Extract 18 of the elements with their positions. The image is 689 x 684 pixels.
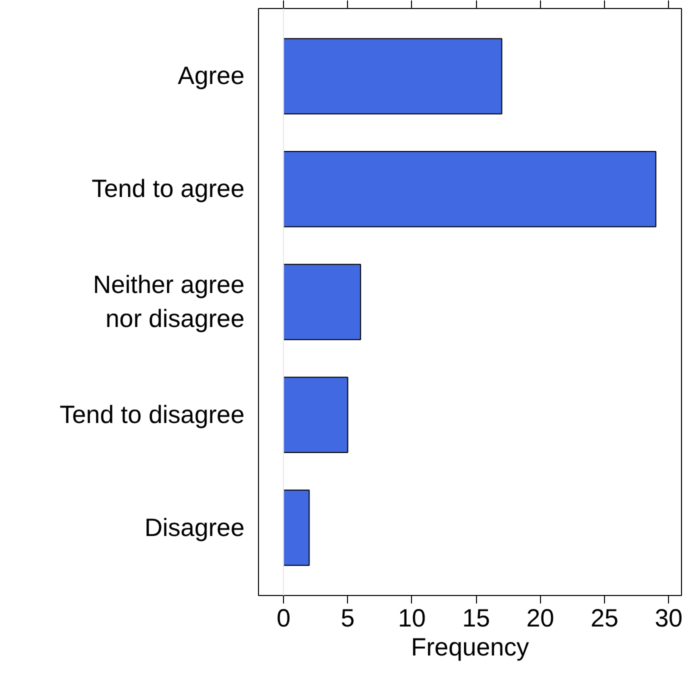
y-tick-label: Tend to disagree (60, 400, 245, 429)
x-tick-label: 5 (340, 604, 355, 632)
x-tick-label: 10 (398, 604, 426, 632)
x-tick-label: 15 (462, 604, 490, 632)
bar (283, 150, 656, 228)
y-tick-label: Disagree (144, 514, 245, 542)
y-tick-label: Neither agree nor disagree (93, 271, 245, 333)
bar (283, 38, 502, 114)
x-axis-title: Frequency (410, 634, 530, 662)
y-tick-label: Tend to agree (92, 175, 245, 204)
bar (283, 490, 310, 566)
y-tick-label: Agree (178, 62, 245, 90)
x-tick-label: 20 (526, 604, 554, 632)
bar (283, 264, 362, 340)
x-tick-label: 30 (654, 604, 683, 632)
bar (283, 376, 348, 454)
x-tick-label: 25 (590, 604, 618, 632)
x-tick-label: 0 (276, 604, 290, 632)
